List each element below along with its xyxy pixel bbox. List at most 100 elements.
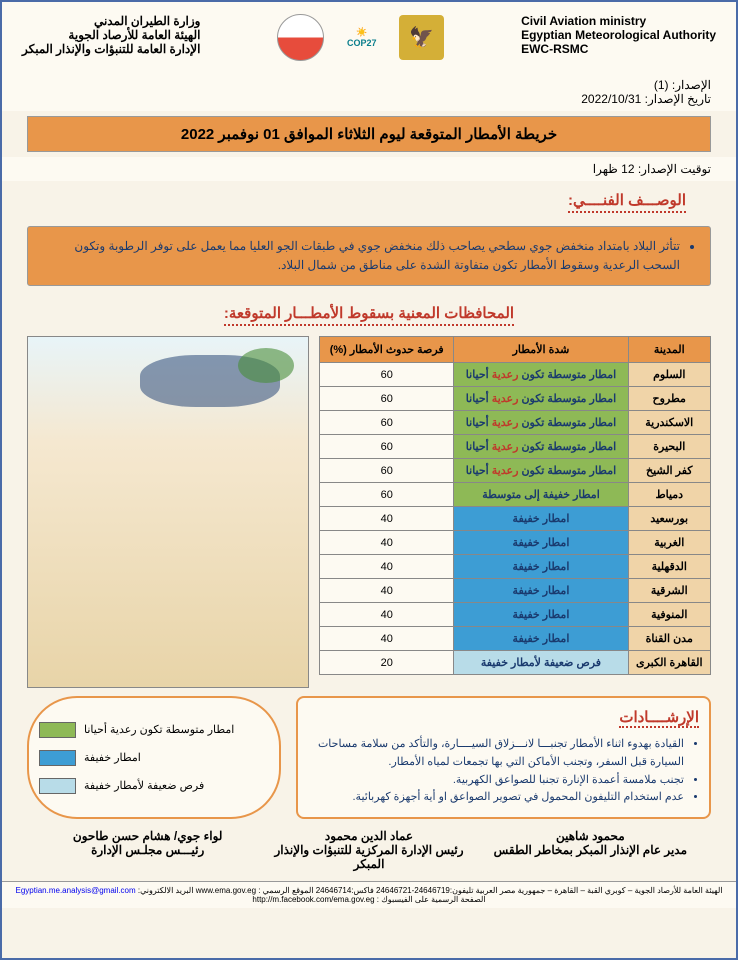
prob-cell: 40 (320, 507, 454, 531)
intensity-cell: امطار خفيفة (454, 531, 628, 555)
prob-cell: 40 (320, 627, 454, 651)
footer-email[interactable]: Egyptian.me.analysis@gmail.com (15, 886, 135, 895)
sig-name: لواء جوي/ هشام حسن طاحون (37, 829, 258, 843)
legend-swatch (39, 750, 76, 766)
legend-box: امطار متوسطة تكون رعدية أحيانا امطار خفيف… (27, 696, 281, 818)
guidance-title: الإرشــــادات (619, 708, 699, 728)
city-cell: السلوم (628, 363, 710, 387)
table-row: السلومامطار متوسطة تكون رعدية أحيانا60 (320, 363, 711, 387)
intensity-cell: امطار خفيفة (454, 627, 628, 651)
issue-time-box: توقيت الإصدار: 12 ظهرا (2, 157, 736, 181)
prob-cell: 40 (320, 555, 454, 579)
table-row: الاسكندريةامطار متوسطة تكون رعدية أحيانا… (320, 411, 711, 435)
intensity-cell: امطار خفيفة (454, 555, 628, 579)
authority-en: Egyptian Meteorological Authority (521, 28, 716, 42)
city-cell: بورسعيد (628, 507, 710, 531)
ewc-en: EWC-RSMC (521, 42, 716, 56)
header: Civil Aviation ministry Egyptian Meteoro… (2, 2, 736, 73)
prob-cell: 40 (320, 579, 454, 603)
ema-logo (277, 14, 324, 61)
bottom-area: الإرشــــادات القيادة بهدوء اثناء الأمطا… (27, 696, 711, 818)
th-city: المدينة (628, 337, 710, 363)
city-cell: القاهرة الكبرى (628, 651, 710, 675)
intensity-cell: امطار متوسطة تكون رعدية أحيانا (454, 363, 628, 387)
sig-name: محمود شاهين (480, 829, 701, 843)
tech-desc-text: تتأثر البلاد بامتداد منخفض جوي سطحي يصاح… (43, 237, 680, 275)
table-row: مطروحامطار متوسطة تكون رعدية أحيانا60 (320, 387, 711, 411)
table-row: المنوفيةامطار خفيفة40 (320, 603, 711, 627)
rain-table: المدينة شدة الأمطار فرصة حدوث الأمطار (%… (319, 336, 711, 675)
dept-ar: الإدارة العامة للتنبؤات والإنذار المبكر (22, 42, 200, 56)
guidance-item: عدم استخدام التليفون المحمول في تصوير ال… (308, 789, 684, 807)
sig-name: عماد الدين محمود (258, 829, 479, 843)
issue-time: توقيت الإصدار: 12 ظهرا (27, 162, 711, 176)
page: Civil Aviation ministry Egyptian Meteoro… (0, 0, 738, 960)
table-row: الدقهليةامطار خفيفة40 (320, 555, 711, 579)
city-cell: الاسكندرية (628, 411, 710, 435)
guidance-item: القيادة بهدوء اثناء الأمطار تجنبـــا لان… (308, 736, 684, 771)
ministry-ar: وزارة الطيران المدني (22, 14, 200, 28)
table-row: بورسعيدامطار خفيفة40 (320, 507, 711, 531)
table-row: دمياطامطار خفيفة إلى متوسطة60 (320, 483, 711, 507)
sig-title: رئيـــس مجلـس الإدارة (37, 843, 258, 857)
footer: الهيئة العامة للأرصاد الجوية – كوبري الق… (2, 881, 736, 908)
table-row: البحيرةامطار متوسطة تكون رعدية أحيانا60 (320, 435, 711, 459)
rain-table-wrap: المدينة شدة الأمطار فرصة حدوث الأمطار (%… (319, 336, 711, 688)
legend-item: امطار خفيفة (39, 750, 269, 766)
city-cell: الغربية (628, 531, 710, 555)
gov-title: المحافظات المعنية بسقوط الأمطـــار المتو… (224, 304, 514, 326)
signature-block: عماد الدين محمودرئيس الإدارة المركزية لل… (258, 829, 479, 871)
header-right-ar: وزارة الطيران المدني الهيئة العامة للأرص… (22, 14, 200, 56)
city-cell: كفر الشيخ (628, 459, 710, 483)
city-cell: البحيرة (628, 435, 710, 459)
military-logo: 🦅 (399, 15, 444, 60)
prob-cell: 40 (320, 603, 454, 627)
cop27-logo: ☀️COP27 (339, 15, 384, 60)
guidance-item: تجنب ملامسة أعمدة الإنارة تجنبا للصواعق … (308, 772, 684, 790)
th-intensity: شدة الأمطار (454, 337, 628, 363)
ministry-en: Civil Aviation ministry (521, 14, 716, 28)
intensity-cell: امطار متوسطة تكون رعدية أحيانا (454, 411, 628, 435)
intensity-cell: امطار خفيفة إلى متوسطة (454, 483, 628, 507)
prob-cell: 60 (320, 387, 454, 411)
city-cell: الشرقية (628, 579, 710, 603)
table-row: الشرقيةامطار خفيفة40 (320, 579, 711, 603)
intensity-cell: فرص ضعيفة لأمطار خفيفة (454, 651, 628, 675)
tech-desc-title: الوصـــف الفنــــي: (568, 191, 686, 213)
city-cell: الدقهلية (628, 555, 710, 579)
prob-cell: 60 (320, 411, 454, 435)
issue-date: تاريخ الإصدار: 2022/10/31 (27, 92, 711, 106)
footer-fb: الصفحة الرسمية على الفيسبوك : http://m.f… (252, 895, 485, 904)
intensity-cell: امطار خفيفة (454, 579, 628, 603)
prob-cell: 20 (320, 651, 454, 675)
intensity-cell: امطار متوسطة تكون رعدية أحيانا (454, 435, 628, 459)
intensity-cell: امطار متوسطة تكون رعدية أحيانا (454, 387, 628, 411)
th-prob: فرصة حدوث الأمطار (%) (320, 337, 454, 363)
issue-info: الإصدار: (1) تاريخ الإصدار: 2022/10/31 (2, 73, 736, 111)
city-cell: المنوفية (628, 603, 710, 627)
intensity-cell: امطار خفيفة (454, 603, 628, 627)
tech-desc-box: تتأثر البلاد بامتداد منخفض جوي سطحي يصاح… (27, 226, 711, 286)
forecast-map (27, 336, 309, 688)
legend-text: امطار خفيفة (84, 751, 141, 764)
signature-block: محمود شاهينمدير عام الإنذار المبكر بمخاط… (480, 829, 701, 871)
main-title: خريطة الأمطار المتوقعة ليوم الثلاثاء الم… (27, 116, 711, 152)
signatures: محمود شاهينمدير عام الإنذار المبكر بمخاط… (37, 829, 701, 871)
signature-block: لواء جوي/ هشام حسن طاحونرئيـــس مجلـس ال… (37, 829, 258, 871)
content-area: المدينة شدة الأمطار فرصة حدوث الأمطار (%… (27, 336, 711, 688)
header-left-en: Civil Aviation ministry Egyptian Meteoro… (521, 14, 716, 56)
city-cell: مدن القناة (628, 627, 710, 651)
sig-title: مدير عام الإنذار المبكر بمخاطر الطقس (480, 843, 701, 857)
table-row: القاهرة الكبرىفرص ضعيفة لأمطار خفيفة20 (320, 651, 711, 675)
authority-ar: الهيئة العامة للأرصاد الجوية (22, 28, 200, 42)
legend-item: امطار متوسطة تكون رعدية أحيانا (39, 722, 269, 738)
legend-text: فرص ضعيفة لأمطار خفيفة (84, 779, 204, 792)
legend-text: امطار متوسطة تكون رعدية أحيانا (84, 723, 234, 736)
legend-swatch (39, 778, 76, 794)
map-rain-overlay2 (238, 348, 294, 383)
table-row: مدن القناةامطار خفيفة40 (320, 627, 711, 651)
table-row: كفر الشيخامطار متوسطة تكون رعدية أحيانا6… (320, 459, 711, 483)
city-cell: دمياط (628, 483, 710, 507)
legend-item: فرص ضعيفة لأمطار خفيفة (39, 778, 269, 794)
prob-cell: 60 (320, 435, 454, 459)
